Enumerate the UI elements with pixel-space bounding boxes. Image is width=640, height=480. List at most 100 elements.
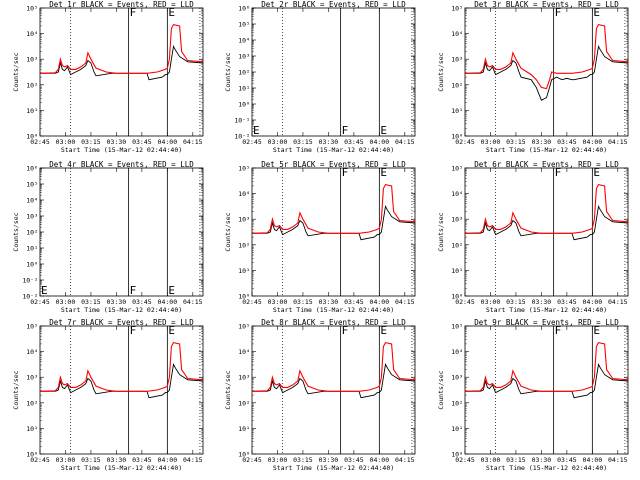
y-tick-label: 10¹ (238, 425, 250, 433)
x-tick-label: 03:30 (532, 138, 552, 146)
panel-det-2: Det 2r BLACK = Events, RED = LLD 10⁻² 10⁻¹… (224, 0, 416, 154)
series-events-line (252, 205, 416, 241)
flag-label: F (555, 166, 562, 179)
panel-title: Det 7r BLACK = Events, RED = LLD (49, 318, 194, 327)
x-tick-label: 04:00 (583, 138, 603, 146)
y-tick-label: 10² (451, 241, 463, 249)
y-tick-label: 10⁰ (451, 451, 463, 459)
y-tick-label: 10⁵ (451, 5, 463, 13)
y-tick-label: 10⁰ (451, 133, 463, 141)
y-tick-label: 10³ (26, 56, 38, 64)
x-tick-label: 03:45 (344, 298, 364, 306)
series-lld-line (39, 23, 204, 74)
x-tick-label: 02:45 (30, 456, 50, 464)
x-tick-label: 04:00 (158, 456, 178, 464)
y-tick-label: 10⁰ (451, 293, 463, 301)
y-tick-label: 10⁴ (238, 190, 250, 198)
y-axis-label: Counts/sec (437, 370, 445, 409)
x-tick-label: 03:45 (132, 298, 152, 306)
flag-label: E (593, 324, 600, 337)
flag-label: E (593, 166, 600, 179)
x-tick-label: 02:45 (455, 138, 475, 146)
x-tick-label: 04:15 (608, 456, 628, 464)
flag-label: E (380, 166, 387, 179)
y-tick-label: 10⁵ (451, 323, 463, 331)
y-tick-label: 10⁵ (238, 165, 250, 173)
y-tick-label: 10³ (238, 53, 250, 61)
x-tick-label: 03:45 (344, 138, 364, 146)
x-tick-label: 04:00 (158, 138, 178, 146)
panel-det-4: Det 4r BLACK = Events, RED = LLD 10⁻² 10⁻¹… (12, 160, 204, 314)
x-tick-label: 03:00 (56, 456, 76, 464)
flag-label: E (168, 6, 175, 19)
panel-det-5: Det 5r BLACK = Events, RED = LLD 10⁰ 10¹ 10… (224, 160, 416, 314)
panel-title: Det 5r BLACK = Events, RED = LLD (261, 160, 406, 169)
flag-label: F (342, 324, 349, 337)
y-tick-label: 10² (451, 81, 463, 89)
x-tick-label: 04:00 (583, 456, 603, 464)
x-tick-label: 03:00 (56, 138, 76, 146)
x-tick-label: 03:15 (293, 298, 313, 306)
y-tick-label: 10¹ (451, 425, 463, 433)
series-events-line (252, 363, 416, 399)
y-tick-label: 10¹ (26, 245, 38, 253)
series-lld-line (464, 23, 629, 90)
y-tick-label: 10³ (238, 216, 250, 224)
y-tick-label: 10³ (26, 213, 38, 221)
flag-label: F (130, 284, 137, 297)
y-tick-label: 10⁶ (238, 5, 250, 13)
x-tick-label: 04:00 (370, 138, 390, 146)
x-tick-label: 03:30 (532, 456, 552, 464)
x-tick-label: 03:15 (506, 138, 526, 146)
panel-title: Det 6r BLACK = Events, RED = LLD (474, 160, 619, 169)
y-tick-label: 10¹ (26, 107, 38, 115)
y-tick-label: 10⁰ (26, 133, 38, 141)
y-tick-label: 10³ (451, 56, 463, 64)
plot-frame (251, 167, 416, 297)
x-axis-label: Start Time (15-Mar-12 02:44:40) (486, 146, 607, 154)
flag-label: F (342, 166, 349, 179)
series-lld-line (464, 341, 629, 392)
y-axis-label: Counts/sec (224, 212, 232, 251)
x-tick-label: 03:15 (81, 298, 101, 306)
y-axis-label: Counts/sec (12, 212, 20, 251)
x-tick-label: 03:00 (481, 138, 501, 146)
x-tick-label: 04:15 (395, 298, 415, 306)
series-events-line (465, 205, 629, 241)
x-tick-label: 04:15 (183, 138, 203, 146)
x-tick-label: 04:15 (395, 456, 415, 464)
x-tick-label: 04:15 (608, 138, 628, 146)
y-tick-label: 10⁵ (26, 181, 38, 189)
x-tick-label: 03:30 (107, 298, 127, 306)
y-tick-label: 10² (238, 69, 250, 77)
panel-title: Det 1r BLACK = Events, RED = LLD (49, 0, 194, 9)
y-tick-label: 10² (26, 229, 38, 237)
y-tick-label: 10³ (238, 374, 250, 382)
x-tick-label: 04:00 (370, 298, 390, 306)
x-tick-label: 03:00 (268, 456, 288, 464)
flag-label: F (342, 124, 349, 137)
x-tick-label: 03:45 (132, 456, 152, 464)
flag-label: F (555, 324, 562, 337)
flag-label: E (253, 124, 260, 137)
x-tick-label: 03:00 (481, 298, 501, 306)
x-tick-label: 03:15 (506, 298, 526, 306)
x-tick-label: 03:00 (268, 138, 288, 146)
y-tick-label: 10⁻¹ (22, 277, 38, 285)
y-tick-label: 10² (238, 399, 250, 407)
plot-frame (464, 7, 629, 137)
x-tick-label: 03:30 (319, 456, 339, 464)
x-axis-label: Start Time (15-Mar-12 02:44:40) (61, 464, 182, 472)
x-tick-label: 03:45 (344, 456, 364, 464)
x-tick-label: 04:00 (370, 456, 390, 464)
flag-label: E (593, 6, 600, 19)
x-axis-label: Start Time (15-Mar-12 02:44:40) (61, 306, 182, 314)
flag-label: E (168, 324, 175, 337)
x-tick-label: 03:00 (268, 298, 288, 306)
panel-det-3: Det 3r BLACK = Events, RED = LLD 10⁰ 10¹ 10… (437, 0, 629, 154)
panel-det-6: Det 6r BLACK = Events, RED = LLD 10⁰ 10¹ 10… (437, 160, 629, 314)
panel-det-7: Det 7r BLACK = Events, RED = LLD 10⁰ 10¹ 10… (12, 318, 204, 472)
y-tick-label: 10⁰ (26, 451, 38, 459)
y-axis-label: Counts/sec (437, 212, 445, 251)
